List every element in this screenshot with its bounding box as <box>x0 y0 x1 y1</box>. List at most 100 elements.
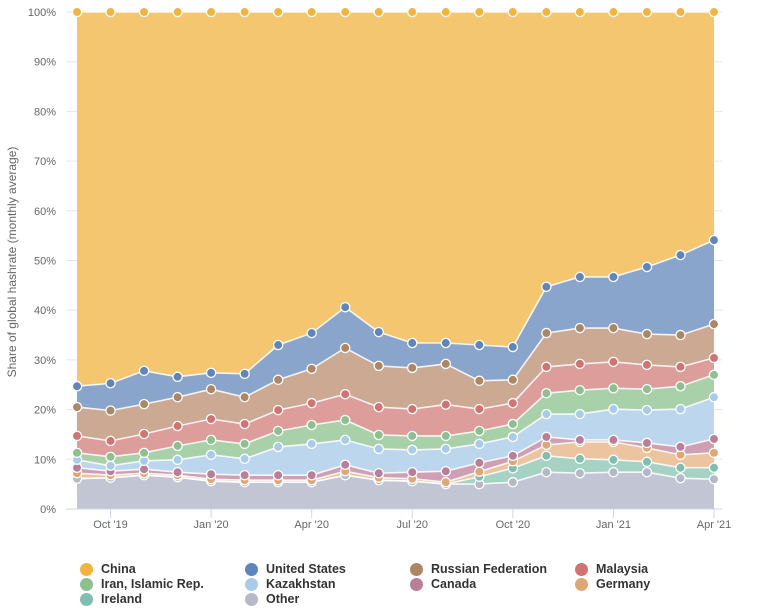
point-canada <box>239 469 250 481</box>
stacked-area-chart: 0% 10% 20% 30% 40% 50% 60% 70% 80% 90% 100% Share … <box>5 6 732 531</box>
point-russian-federation <box>708 318 720 330</box>
point-iran-islamic-rep <box>239 438 250 450</box>
point-malaysia <box>373 401 384 413</box>
line-germany <box>76 441 715 484</box>
point-iran-islamic-rep <box>675 380 686 392</box>
point-canada <box>440 465 452 477</box>
point-united-states <box>339 301 351 313</box>
point-china <box>541 6 552 18</box>
legend-item-united-states[interactable]: United States <box>245 562 346 576</box>
point-other <box>541 466 552 478</box>
point-iran-islamic-rep <box>138 447 150 459</box>
point-malaysia <box>105 435 116 447</box>
point-china <box>440 6 452 18</box>
point-malaysia <box>272 404 284 416</box>
area-malaysia <box>77 357 714 457</box>
point-russian-federation <box>306 363 317 375</box>
point-ireland <box>608 454 619 466</box>
legend-label: Kazakhstan <box>266 577 336 591</box>
legend-dot-icon <box>245 577 258 591</box>
line-ireland <box>76 454 714 485</box>
legend-item-other[interactable]: Other <box>245 592 299 606</box>
point-iran-islamic-rep <box>105 451 116 463</box>
point-united-states <box>306 327 317 339</box>
point-kazakhstan <box>239 453 250 465</box>
point-iran-islamic-rep <box>641 383 653 395</box>
point-malaysia <box>205 413 217 425</box>
point-china <box>272 6 284 18</box>
point-china <box>675 6 686 18</box>
point-malaysia <box>306 397 317 409</box>
point-russian-federation <box>105 405 116 416</box>
point-kazakhstan <box>407 444 418 456</box>
point-canada <box>541 431 552 443</box>
point-iran-islamic-rep <box>708 369 720 381</box>
legend-item-germany[interactable]: Germany <box>575 577 650 591</box>
legend-item-ireland[interactable]: Ireland <box>80 592 142 606</box>
point-other <box>641 466 653 478</box>
point-canada <box>172 466 183 478</box>
point-kazakhstan <box>474 438 485 450</box>
point-china <box>105 6 116 18</box>
point-iran-islamic-rep <box>407 430 418 442</box>
point-russian-federation <box>574 322 586 334</box>
point-russian-federation <box>641 328 653 340</box>
y-tick-label: 20% <box>34 405 56 417</box>
line-united-states <box>76 239 715 387</box>
legend-dot-icon <box>80 562 93 576</box>
point-kazakhstan <box>172 454 183 466</box>
point-kazakhstan <box>675 403 686 415</box>
point-united-states <box>708 234 720 246</box>
line-iran-islamic-rep <box>76 374 715 458</box>
area-other <box>77 472 714 509</box>
point-canada <box>675 441 686 453</box>
point-russian-federation <box>205 383 217 395</box>
point-kazakhstan <box>105 460 116 472</box>
legend-item-kazakhstan[interactable]: Kazakhstan <box>245 577 335 591</box>
point-russian-federation <box>339 342 351 354</box>
point-ireland <box>641 456 653 468</box>
legend-item-china[interactable]: China <box>80 562 136 576</box>
point-china <box>205 6 217 18</box>
point-china <box>71 6 83 18</box>
point-china <box>474 6 485 18</box>
point-russian-federation <box>507 374 519 386</box>
point-canada <box>272 469 284 481</box>
point-malaysia <box>407 403 418 415</box>
y-tick-label: 70% <box>34 156 56 168</box>
point-kazakhstan <box>373 443 384 455</box>
point-russian-federation <box>239 391 250 403</box>
area-germany <box>77 441 714 485</box>
point-united-states <box>172 371 183 383</box>
line-kazakhstan <box>76 396 715 467</box>
legend-label: Ireland <box>101 592 142 606</box>
point-united-states <box>574 271 586 283</box>
point-united-states <box>541 281 552 293</box>
point-china <box>172 6 183 18</box>
y-tick-label: 30% <box>34 355 56 367</box>
point-canada <box>373 467 384 479</box>
point-russian-federation <box>172 391 183 403</box>
point-russian-federation <box>138 398 150 410</box>
x-tick-label: Apr '21 <box>697 519 732 531</box>
point-ireland <box>574 453 586 465</box>
point-russian-federation <box>675 329 686 341</box>
point-malaysia <box>339 388 351 400</box>
point-iran-islamic-rep <box>373 429 384 441</box>
point-other <box>507 476 519 488</box>
x-tick-label: Apr '20 <box>294 519 329 531</box>
legend-label: Canada <box>431 577 477 591</box>
point-ireland <box>708 462 720 473</box>
point-canada <box>708 433 720 445</box>
legend-dot-icon <box>80 577 93 591</box>
point-united-states <box>71 380 83 392</box>
point-china <box>339 6 351 18</box>
point-russian-federation <box>71 401 83 413</box>
legend-item-malaysia[interactable]: Malaysia <box>575 562 648 576</box>
point-united-states <box>272 339 284 351</box>
area-russian-federation <box>77 324 714 441</box>
legend-item-iran[interactable]: Iran, Islamic Rep. <box>80 577 204 591</box>
legend-label: Russian Federation <box>431 562 547 576</box>
legend-item-canada[interactable]: Canada <box>410 577 476 591</box>
legend-item-russian-federation[interactable]: Russian Federation <box>410 562 547 576</box>
